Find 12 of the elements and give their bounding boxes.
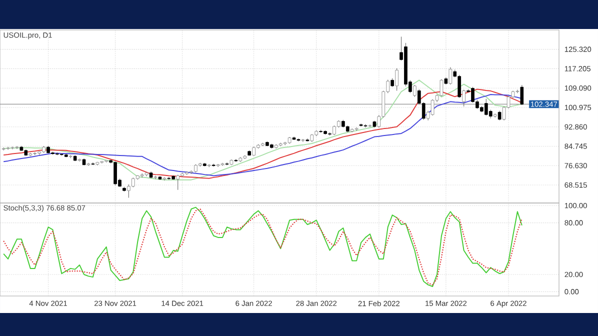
candlestick [498,110,502,121]
candlestick [440,78,444,97]
candlestick [301,138,305,142]
candlestick [413,84,416,98]
candlestick [91,162,95,166]
candlestick [15,146,19,150]
candlestick [520,84,524,106]
candlestick [162,176,166,181]
candlestick [368,124,372,128]
candlestick [176,174,180,190]
candlestick [395,68,398,91]
candlestick [448,66,452,85]
